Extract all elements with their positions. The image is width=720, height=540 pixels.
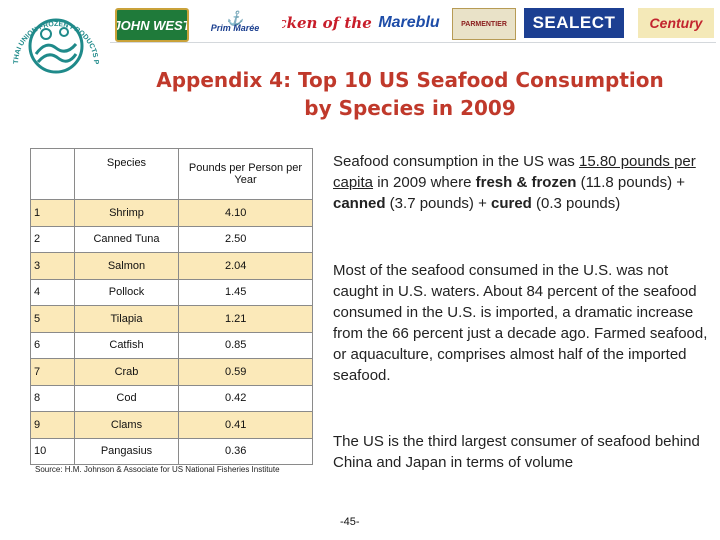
table-body: 1 Shrimp 4.10 2 Canned Tuna 2.50 3 Salmon 2.04 4 P… [30, 199, 313, 465]
brand-logo-parmentier: PARMENTIER [452, 8, 516, 40]
brand-logo-prim-maree: ⚓ Prim Marée [205, 8, 265, 38]
cell-pounds: 2.50 [178, 225, 313, 253]
cell-rank: 1 [30, 199, 75, 227]
cell-species: Shrimp [74, 199, 179, 227]
table-row: 8 Cod 0.42 [30, 384, 313, 412]
cell-species: Catfish [74, 331, 179, 359]
cell-species: Pollock [74, 278, 179, 306]
cell-pounds: 2.04 [178, 252, 313, 280]
brand-logo-mareblu: Mareblu [374, 8, 444, 38]
cell-species: Clams [74, 411, 179, 439]
table-row: 1 Shrimp 4.10 [30, 199, 313, 227]
cell-rank: 10 [30, 437, 75, 465]
table-header-row: Species Pounds per Person per Year [30, 148, 313, 200]
table-row: 5 Tilapia 1.21 [30, 305, 313, 333]
cell-pounds: 0.59 [178, 358, 313, 386]
cell-species: Pangasius [74, 437, 179, 465]
cell-pounds: 1.45 [178, 278, 313, 306]
cell-pounds: 0.36 [178, 437, 313, 465]
cell-pounds: 4.10 [178, 199, 313, 227]
cell-rank: 9 [30, 411, 75, 439]
paragraph-ranking: The US is the third largest consumer of … [333, 433, 700, 471]
header-pounds-per-person: Pounds per Person per Year [178, 148, 313, 200]
cell-species: Cod [74, 384, 179, 412]
header-species: Species [74, 148, 179, 200]
table-row: 9 Clams 0.41 [30, 411, 313, 439]
brand-logo-john-west: JOHN WEST [115, 8, 189, 42]
cell-species: Canned Tuna [74, 225, 179, 253]
brand-logo-strip: JOHN WEST ⚓ Prim Marée Chicken of the Se… [110, 2, 716, 43]
paragraph-imports: Most of the seafood consumed in the U.S.… [333, 262, 708, 384]
cell-pounds: 0.41 [178, 411, 313, 439]
company-logo: THAI UNION FROZEN PRODUCTS PCL [3, 0, 106, 98]
cell-rank: 4 [30, 278, 75, 306]
cell-species: Crab [74, 358, 179, 386]
header-rank [30, 148, 75, 200]
page-title: Appendix 4: Top 10 US Seafood Consumptio… [156, 68, 664, 120]
cell-pounds: 0.85 [178, 331, 313, 359]
source-note: Source: H.M. Johnson & Associate for US … [35, 465, 280, 474]
table-row: 6 Catfish 0.85 [30, 331, 313, 359]
cell-pounds: 1.21 [178, 305, 313, 333]
table-row: 7 Crab 0.59 [30, 358, 313, 386]
cell-rank: 2 [30, 225, 75, 253]
brand-logo-sealect: SEALECT [524, 8, 624, 38]
cell-rank: 5 [30, 305, 75, 333]
brand-logo-century: Century [638, 8, 714, 38]
cell-rank: 6 [30, 331, 75, 359]
cell-rank: 3 [30, 252, 75, 280]
page-number: -45- [340, 516, 360, 528]
cell-species: Salmon [74, 252, 179, 280]
brand-logo-chicken-of-the-sea: Chicken of the Sea [282, 8, 374, 38]
cell-species: Tilapia [74, 305, 179, 333]
cell-rank: 8 [30, 384, 75, 412]
table-row: 3 Salmon 2.04 [30, 252, 313, 280]
consumption-table: Species Pounds per Person per Year 1 Shri… [30, 148, 313, 465]
cell-pounds: 0.42 [178, 384, 313, 412]
table-row: 4 Pollock 1.45 [30, 278, 313, 306]
table-row: 10 Pangasius 0.36 [30, 437, 313, 465]
table-row: 2 Canned Tuna 2.50 [30, 225, 313, 253]
cell-rank: 7 [30, 358, 75, 386]
paragraph-consumption: Seafood consumption in the US was 15.80 … [333, 153, 696, 212]
